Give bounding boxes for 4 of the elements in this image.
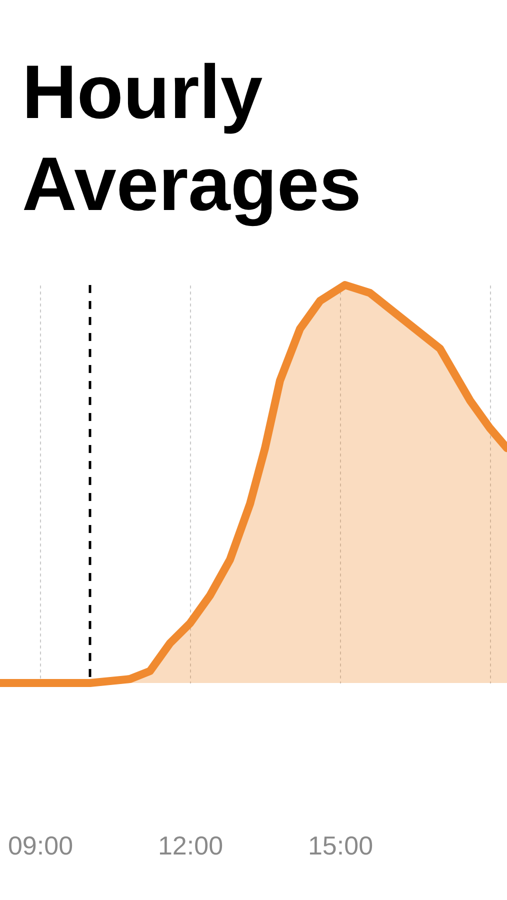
chart-title: Hourly Averages <box>22 50 362 227</box>
x-tick-label: 09:00 <box>8 830 74 860</box>
x-tick-label: 15:00 <box>308 830 374 860</box>
x-tick-label: 12:00 <box>158 830 224 860</box>
